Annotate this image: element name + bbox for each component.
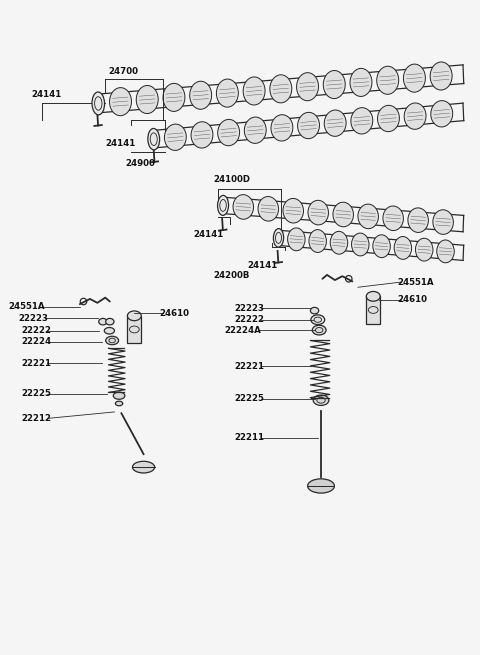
Ellipse shape (309, 230, 326, 252)
Ellipse shape (115, 402, 123, 405)
Ellipse shape (324, 71, 345, 99)
Ellipse shape (258, 196, 278, 221)
Text: 22222: 22222 (235, 315, 264, 324)
Ellipse shape (404, 64, 425, 92)
Text: 22224A: 22224A (225, 326, 262, 335)
Text: 22221: 22221 (21, 359, 51, 367)
Text: 24141: 24141 (31, 90, 61, 100)
Ellipse shape (270, 75, 292, 103)
Ellipse shape (312, 326, 326, 335)
Ellipse shape (216, 79, 239, 107)
Ellipse shape (416, 238, 433, 261)
Text: 24551A: 24551A (398, 278, 434, 286)
Text: 24100D: 24100D (214, 175, 251, 184)
Ellipse shape (190, 81, 212, 109)
Ellipse shape (377, 66, 399, 94)
Ellipse shape (358, 204, 378, 229)
Ellipse shape (271, 115, 293, 141)
Bar (366, 296, 380, 324)
Ellipse shape (233, 195, 253, 219)
Ellipse shape (113, 392, 125, 400)
Text: 24700: 24700 (108, 67, 139, 75)
Ellipse shape (350, 68, 372, 96)
Ellipse shape (218, 119, 240, 145)
Ellipse shape (311, 315, 325, 325)
Text: 22211: 22211 (235, 434, 264, 442)
Ellipse shape (165, 124, 186, 151)
Text: 24141: 24141 (193, 230, 223, 239)
Ellipse shape (351, 233, 369, 256)
Ellipse shape (163, 83, 185, 111)
Ellipse shape (378, 105, 399, 132)
Ellipse shape (288, 228, 305, 251)
Ellipse shape (324, 110, 346, 136)
Ellipse shape (132, 461, 155, 473)
Ellipse shape (430, 62, 452, 90)
Ellipse shape (148, 128, 160, 150)
Ellipse shape (383, 206, 403, 231)
Ellipse shape (274, 229, 284, 247)
Ellipse shape (136, 86, 158, 113)
Ellipse shape (308, 200, 328, 225)
Ellipse shape (330, 231, 348, 254)
Ellipse shape (373, 234, 390, 257)
Text: 22223: 22223 (235, 303, 264, 312)
Ellipse shape (298, 113, 320, 139)
Text: 24551A: 24551A (9, 302, 45, 311)
Text: 22225: 22225 (21, 389, 51, 398)
Ellipse shape (308, 479, 335, 493)
Ellipse shape (283, 198, 303, 223)
Ellipse shape (404, 103, 426, 129)
Ellipse shape (366, 291, 380, 301)
Ellipse shape (408, 208, 428, 233)
Ellipse shape (106, 336, 119, 345)
Text: 24900: 24900 (125, 159, 155, 168)
Text: 24141: 24141 (105, 139, 135, 148)
Text: 22223: 22223 (18, 314, 48, 323)
Ellipse shape (92, 92, 105, 115)
Ellipse shape (311, 307, 319, 314)
Ellipse shape (297, 73, 319, 101)
Ellipse shape (243, 77, 265, 105)
Text: 24610: 24610 (398, 295, 428, 304)
Text: 24141: 24141 (247, 261, 277, 271)
Text: 24610: 24610 (159, 309, 189, 318)
Ellipse shape (313, 395, 329, 405)
Ellipse shape (109, 88, 132, 116)
Text: 22212: 22212 (21, 414, 51, 423)
Ellipse shape (351, 107, 373, 134)
Bar (127, 316, 141, 343)
Ellipse shape (394, 236, 412, 259)
Text: 22224: 22224 (21, 337, 51, 346)
Ellipse shape (431, 101, 453, 127)
Ellipse shape (191, 122, 213, 148)
Text: 22221: 22221 (235, 362, 264, 371)
Ellipse shape (127, 311, 141, 321)
Ellipse shape (217, 195, 228, 215)
Text: 22225: 22225 (235, 394, 264, 403)
Ellipse shape (333, 202, 353, 227)
Ellipse shape (433, 210, 454, 234)
Ellipse shape (99, 318, 107, 325)
Ellipse shape (104, 328, 114, 334)
Ellipse shape (106, 318, 114, 325)
Text: 24200B: 24200B (213, 271, 250, 280)
Text: 22222: 22222 (21, 326, 51, 335)
Ellipse shape (244, 117, 266, 143)
Ellipse shape (437, 240, 454, 263)
